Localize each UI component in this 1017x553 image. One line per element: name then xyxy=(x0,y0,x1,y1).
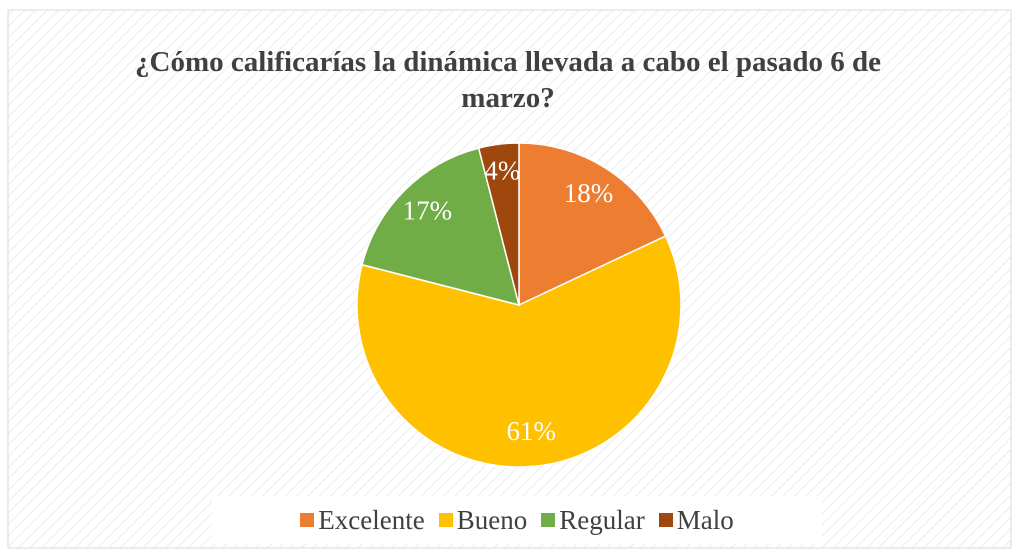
chart-title: ¿Cómo calificarías la dinámica llevada a… xyxy=(135,46,881,114)
pie-slice xyxy=(361,147,521,307)
legend-label: Excelente xyxy=(318,504,425,535)
data-label: 18% xyxy=(564,178,614,208)
data-label: 4% xyxy=(484,155,520,185)
legend-label: Malo xyxy=(676,504,734,535)
pie-slice xyxy=(518,142,667,307)
legend-item: Regular xyxy=(541,504,645,536)
legend-swatch xyxy=(658,513,673,527)
pie-slice xyxy=(356,235,682,468)
legend-swatch xyxy=(300,513,315,527)
legend: Excelente Bueno Regular Malo xyxy=(212,496,822,544)
legend-item: Excelente xyxy=(300,504,425,536)
legend-swatch xyxy=(541,513,556,527)
pie-slice xyxy=(477,142,520,306)
legend-swatch xyxy=(438,513,453,527)
data-label: 17% xyxy=(403,196,453,226)
legend-item: Malo xyxy=(658,504,734,536)
legend-label: Bueno xyxy=(456,504,528,535)
data-label: 61% xyxy=(506,416,556,446)
legend-item: Bueno xyxy=(438,504,528,536)
legend-label: Regular xyxy=(559,504,645,535)
